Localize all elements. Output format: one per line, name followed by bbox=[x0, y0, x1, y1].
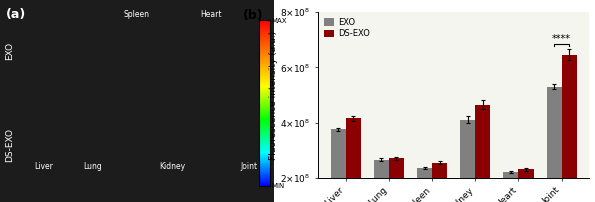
Bar bbox=[518, 169, 534, 202]
Bar bbox=[475, 105, 490, 202]
Bar bbox=[389, 158, 404, 202]
Text: ****: **** bbox=[552, 34, 571, 44]
Text: Heart: Heart bbox=[200, 10, 221, 19]
Text: Spleen: Spleen bbox=[124, 10, 150, 19]
FancyBboxPatch shape bbox=[0, 0, 274, 202]
Text: Liver: Liver bbox=[35, 162, 53, 171]
Bar bbox=[432, 163, 447, 202]
Legend: EXO, DS-EXO: EXO, DS-EXO bbox=[322, 16, 372, 40]
Text: EXO: EXO bbox=[5, 41, 14, 60]
Bar bbox=[460, 120, 475, 202]
Text: Joint: Joint bbox=[240, 162, 258, 171]
Bar bbox=[374, 160, 389, 202]
Bar bbox=[503, 172, 518, 202]
Text: DS-EXO: DS-EXO bbox=[5, 128, 14, 162]
Text: (b): (b) bbox=[243, 9, 263, 22]
Bar bbox=[331, 129, 346, 202]
Y-axis label: Fluorescence intensity (a.u.): Fluorescence intensity (a.u.) bbox=[268, 30, 278, 160]
Bar bbox=[547, 87, 562, 202]
Bar bbox=[562, 55, 577, 202]
Bar bbox=[417, 168, 432, 202]
Text: Lung: Lung bbox=[84, 162, 102, 171]
Text: Kidney: Kidney bbox=[159, 162, 186, 171]
Text: (a): (a) bbox=[5, 8, 26, 21]
Bar bbox=[346, 118, 361, 202]
